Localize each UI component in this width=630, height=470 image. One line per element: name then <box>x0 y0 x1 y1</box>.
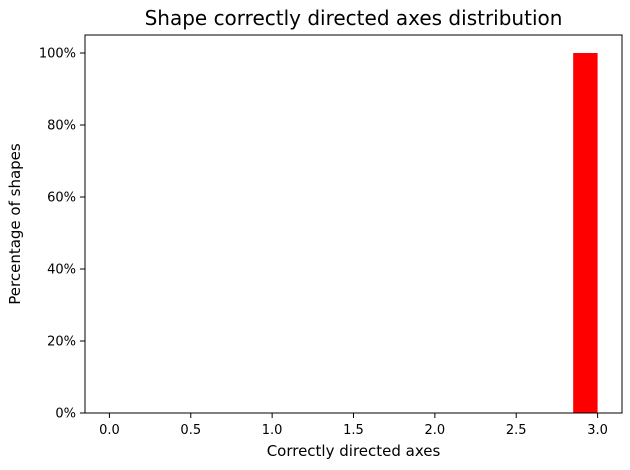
bar-0 <box>573 53 598 413</box>
plot-frame <box>84 34 623 414</box>
y-tick-label: 60% <box>47 191 76 206</box>
x-axis: 0.0 0.5 1.0 1.5 2.0 2.5 3.0 <box>99 413 608 438</box>
x-tick-label: 2.0 <box>425 423 446 438</box>
x-axis-title: Correctly directed axes <box>267 442 441 460</box>
y-tick-label: 40% <box>47 263 76 278</box>
y-tick-label: 80% <box>47 119 76 134</box>
y-tick-label: 0% <box>55 407 76 422</box>
x-tick-label: 3.0 <box>587 423 608 438</box>
x-tick-label: 1.0 <box>262 423 283 438</box>
y-axis: 0% 20% 40% 60% 80% 100% <box>39 47 85 422</box>
x-tick-label: 1.5 <box>343 423 364 438</box>
y-tick-label: 100% <box>39 47 76 62</box>
bars-layer <box>573 53 598 413</box>
x-tick-label: 0.0 <box>99 423 120 438</box>
x-tick-label: 2.5 <box>506 423 527 438</box>
y-tick-label: 20% <box>47 335 76 350</box>
y-axis-title: Percentage of shapes <box>6 143 24 305</box>
x-tick-label: 0.5 <box>180 423 201 438</box>
chart-title: Shape correctly directed axes distributi… <box>145 6 563 30</box>
